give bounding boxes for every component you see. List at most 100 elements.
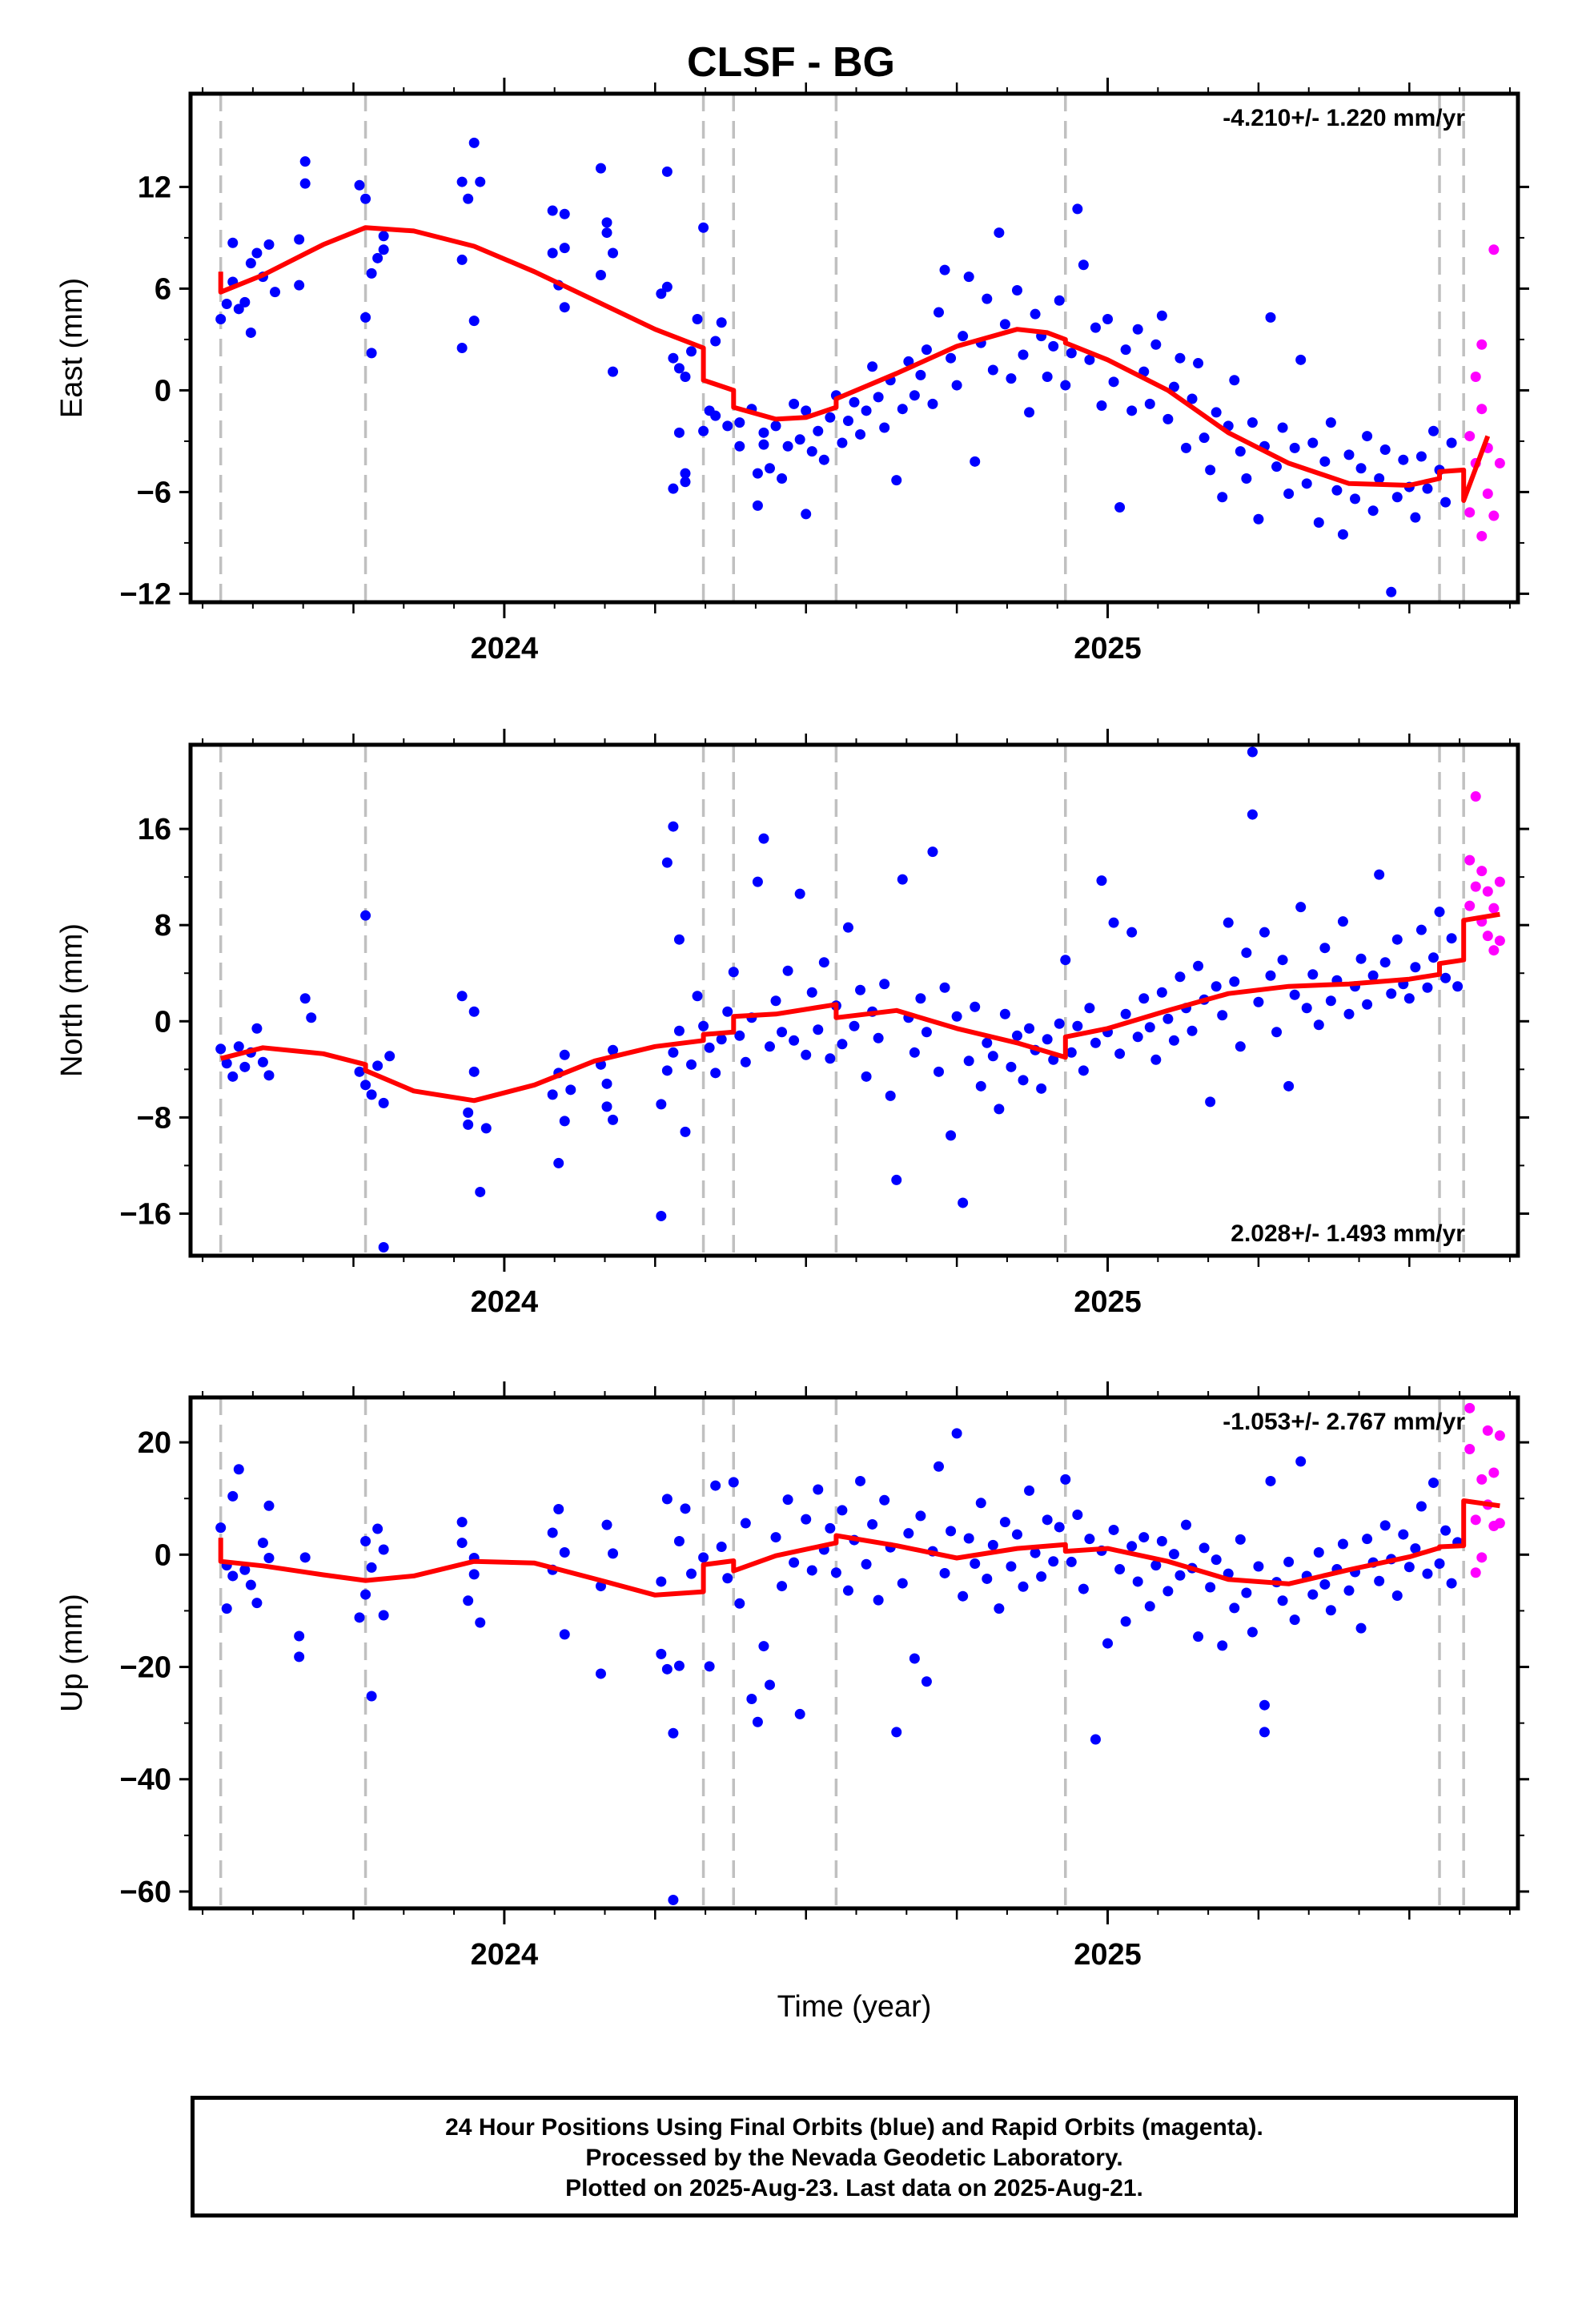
north-final-point	[1325, 995, 1336, 1007]
north-final-point	[1084, 1003, 1095, 1014]
north-final-point	[1253, 996, 1264, 1007]
north-final-point	[233, 1041, 244, 1052]
north-xtick-label: 2025	[1074, 1285, 1142, 1319]
up-rapid-point	[1476, 1552, 1488, 1563]
north-final-point	[354, 1066, 365, 1077]
east-xtick-label: 2025	[1074, 632, 1142, 665]
east-final-point	[1066, 348, 1077, 359]
north-rapid-point	[1464, 900, 1476, 911]
east-final-point	[372, 252, 383, 263]
up-final-point	[1440, 1525, 1452, 1536]
north-final-point	[1427, 952, 1439, 963]
up-final-point	[263, 1500, 275, 1511]
up-rate-label: -1.053+/- 2.767 mm/yr	[1223, 1409, 1465, 1435]
north-final-point	[360, 1080, 371, 1091]
east-final-point	[1343, 449, 1355, 460]
north-final-point	[565, 1084, 576, 1096]
east-final-point	[946, 352, 957, 364]
east-final-point	[818, 454, 829, 465]
north-ylabel: North (mm)	[55, 923, 89, 1077]
east-final-point	[873, 392, 884, 403]
east-final-point	[1186, 393, 1198, 404]
east-final-point	[758, 439, 769, 450]
east-final-point	[970, 456, 981, 467]
north-final-point	[475, 1186, 486, 1197]
up-final-point	[1199, 1542, 1210, 1554]
north-final-point	[813, 1024, 824, 1035]
east-final-point	[777, 472, 788, 484]
north-final-point	[958, 1197, 969, 1208]
east-final-point	[825, 412, 836, 423]
up-final-point	[245, 1579, 256, 1590]
east-final-point	[842, 416, 853, 427]
north-final-point	[656, 1099, 667, 1110]
east-final-point	[1181, 442, 1191, 453]
north-final-point	[970, 1001, 981, 1012]
up-final-point	[1102, 1638, 1114, 1649]
north-final-point	[1410, 962, 1421, 973]
up-final-point	[1337, 1538, 1348, 1550]
east-rapid-point	[1482, 489, 1493, 500]
up-final-point	[1132, 1576, 1143, 1587]
up-final-point	[752, 1716, 763, 1727]
north-final-point	[1193, 960, 1204, 971]
up-final-point	[722, 1573, 733, 1584]
east-final-point	[245, 258, 256, 269]
east-final-point	[1193, 358, 1204, 369]
north-final-point	[221, 1058, 232, 1069]
north-final-point	[1114, 1048, 1126, 1059]
up-final-point	[1011, 1529, 1022, 1540]
east-final-point	[1391, 492, 1403, 503]
north-final-point	[1132, 1031, 1143, 1043]
up-final-point	[1066, 1556, 1077, 1567]
east-final-point	[987, 364, 998, 376]
east-final-point	[1241, 472, 1252, 484]
east-final-point	[1301, 478, 1312, 489]
east-final-point	[951, 380, 962, 391]
east-final-point	[963, 271, 974, 283]
up-final-point	[1313, 1547, 1324, 1558]
north-final-point	[698, 1020, 709, 1031]
north-final-point	[1440, 972, 1452, 983]
north-final-point	[806, 987, 817, 998]
up-final-point	[1042, 1514, 1053, 1526]
up-final-point	[559, 1629, 570, 1640]
east-final-point	[547, 247, 558, 259]
north-final-point	[1247, 746, 1258, 758]
up-final-point	[879, 1494, 890, 1506]
north-final-point	[1379, 957, 1391, 968]
north-final-point	[692, 991, 703, 1002]
north-final-point	[1217, 1010, 1228, 1021]
north-final-point	[1018, 1075, 1029, 1086]
up-panel: 2024 2025 20 0 −20 −40 −60 Up (mm) -1.053+/- 2.7…	[55, 1381, 1529, 1972]
up-final-point	[897, 1578, 908, 1589]
north-final-point	[668, 1047, 679, 1058]
up-final-point	[366, 1562, 377, 1573]
up-points	[215, 1402, 1505, 1905]
east-final-point	[782, 440, 793, 452]
east-final-point	[1319, 456, 1331, 467]
east-final-point	[1090, 322, 1101, 333]
north-final-point	[855, 984, 866, 995]
up-final-point	[227, 1570, 239, 1582]
east-final-point	[661, 166, 673, 177]
north-panel: 2024 2025 16 8 0 −8 −16 North (mm) 2.028+/- 1.49…	[55, 729, 1529, 1319]
north-final-point	[825, 1053, 836, 1064]
north-final-point	[782, 965, 793, 976]
up-final-point	[1036, 1571, 1047, 1582]
north-final-point	[1168, 1035, 1179, 1046]
north-final-point	[982, 1037, 993, 1048]
north-final-point	[239, 1061, 251, 1072]
east-final-point	[1042, 371, 1053, 382]
up-final-point	[456, 1538, 468, 1549]
north-ytick-label: 16	[138, 813, 171, 846]
east-final-point	[1126, 405, 1138, 416]
east-final-point	[366, 348, 377, 359]
east-final-point	[1427, 425, 1439, 436]
east-final-point	[456, 254, 468, 265]
east-final-point	[698, 425, 709, 436]
up-ytick-label: −20	[120, 1651, 171, 1685]
up-ylabel: Up (mm)	[55, 1594, 89, 1712]
up-final-point	[958, 1590, 969, 1602]
east-final-point	[1144, 398, 1155, 409]
